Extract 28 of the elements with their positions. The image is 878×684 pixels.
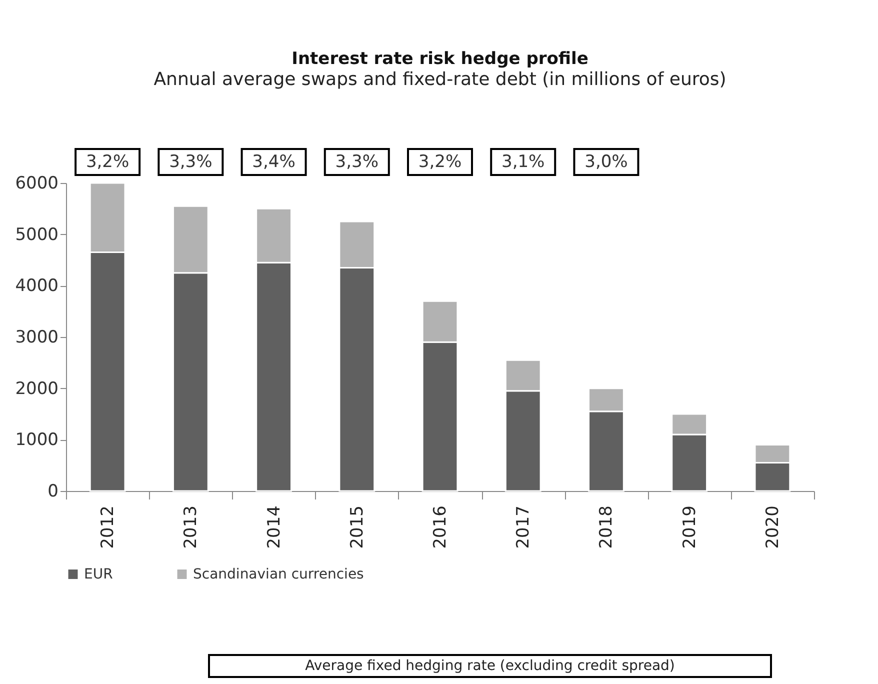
x-tick-label: 2012: [98, 506, 118, 549]
text: 3,4%: [252, 152, 296, 172]
chart-subtitle: Annual average swaps and fixed-rate debt (in millions of euros): [154, 69, 726, 90]
y-tick-label: 3000: [15, 328, 58, 348]
text: 3,3%: [169, 152, 212, 172]
x-tick-label: 2013: [181, 506, 202, 549]
text: Average fixed hedging rate (excluding credit spread): [208, 654, 772, 678]
text: 3,2%: [418, 152, 462, 172]
x-tick-label: 2016: [430, 506, 450, 549]
y-tick-label: 5000: [15, 224, 58, 245]
y-tick-label: 0: [48, 482, 58, 502]
text: 3,3%: [335, 152, 378, 172]
text: 3,2%: [86, 152, 130, 172]
legend-label: Scandinavian currencies: [193, 566, 364, 582]
x-tick-label: 2019: [680, 506, 700, 549]
legend-label: EUR: [84, 566, 114, 582]
text: 3,0%: [584, 152, 628, 172]
text: 3,1%: [502, 152, 545, 172]
y-tick-label: 4000: [15, 276, 58, 296]
y-tick-label: 6000: [15, 174, 58, 194]
chart-title: Interest rate risk hedge profile: [292, 49, 588, 69]
x-tick-label: 2020: [762, 506, 783, 549]
y-tick-label: 1000: [15, 430, 58, 450]
x-tick-label: 2017: [514, 506, 534, 549]
y-tick-label: 2000: [15, 378, 58, 399]
x-tick-label: 2015: [347, 506, 368, 549]
x-tick-label: 2014: [264, 506, 284, 549]
x-tick-label: 2018: [596, 506, 617, 549]
